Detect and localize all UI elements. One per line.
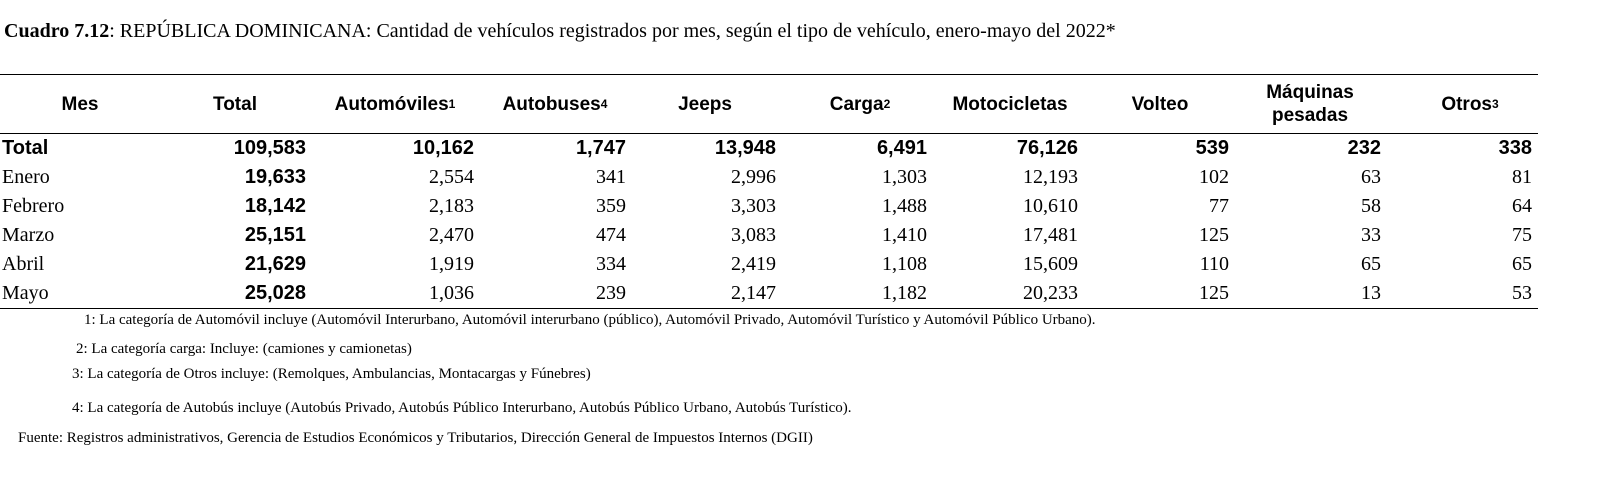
column-header-label: Máquinas pesadas <box>1266 82 1354 126</box>
column-header: Jeeps <box>650 75 760 133</box>
table-row: Enero 19,633 2,554 341 2,996 1,303 12,193 102 63… <box>0 163 1538 192</box>
month-cell: Mayo <box>2 282 49 304</box>
total-cell: 19,633 <box>244 166 306 188</box>
column-header-label: Automóviles <box>334 93 449 115</box>
value-cell: 53 <box>1512 282 1532 304</box>
month-cell: Abril <box>2 253 45 275</box>
value-cell: 102 <box>1199 166 1229 188</box>
table-row: Marzo 25,151 2,470 474 3,083 1,410 17,481 125 33… <box>0 221 1538 250</box>
value-cell: 125 <box>1199 224 1229 246</box>
value-cell: 3,303 <box>731 195 776 217</box>
value-cell: 1,108 <box>882 253 927 275</box>
table-row: Febrero 18,142 2,183 359 3,303 1,488 10,610 77 5… <box>0 192 1538 221</box>
value-cell: 474 <box>596 224 626 246</box>
column-header: Autobuses 4 <box>502 93 608 115</box>
value-cell: 2,554 <box>429 166 474 188</box>
month-cell: Enero <box>2 166 50 188</box>
value-cell: 58 <box>1361 195 1381 217</box>
value-cell: 1,410 <box>882 224 927 246</box>
footnote-4: 4: La categoría de Autobús incluye (Auto… <box>72 400 852 416</box>
total-cell: 21,629 <box>244 253 306 275</box>
value-cell: 3,083 <box>731 224 776 246</box>
column-header: Máquinas pesadas <box>1245 75 1375 133</box>
footnote-3: 3: La categoría de Otros incluye: (Remol… <box>72 366 591 382</box>
value-cell: 13,948 <box>714 137 776 159</box>
value-cell: 65 <box>1361 253 1381 275</box>
column-header-label: Jeeps <box>678 93 732 115</box>
total-row: Total 109,583 10,162 1,747 13,948 6,491 76,126… <box>0 134 1538 163</box>
total-cell: 25,151 <box>244 224 306 246</box>
value-cell: 63 <box>1361 166 1381 188</box>
value-cell: 76,126 <box>1016 137 1078 159</box>
value-cell: 338 <box>1498 137 1532 159</box>
value-cell: 77 <box>1209 195 1229 217</box>
footnote-1: 1: La categoría de Automóvil incluye (Au… <box>84 312 1096 328</box>
value-cell: 20,233 <box>1023 282 1078 304</box>
value-cell: 334 <box>596 253 626 275</box>
footnote-2: 2: La categoría carga: Incluye: (camione… <box>76 341 412 357</box>
value-cell: 81 <box>1512 166 1532 188</box>
column-header: Mes <box>30 75 130 133</box>
value-cell: 110 <box>1199 253 1229 275</box>
column-header-label: Volteo <box>1131 93 1189 115</box>
value-cell: 10,610 <box>1023 195 1078 217</box>
column-header: Carga 2 <box>829 93 891 115</box>
value-cell: 1,036 <box>429 282 474 304</box>
value-cell: 33 <box>1361 224 1381 246</box>
source-note: Fuente: Registros administrativos, Geren… <box>18 430 813 446</box>
value-cell: 1,303 <box>882 166 927 188</box>
column-header-label: Otros <box>1441 93 1492 115</box>
total-cell: 109,583 <box>233 137 306 159</box>
value-cell: 2,147 <box>731 282 776 304</box>
value-cell: 1,919 <box>429 253 474 275</box>
value-cell: 2,419 <box>731 253 776 275</box>
column-header-label: Carga <box>829 93 884 115</box>
value-cell: 359 <box>596 195 626 217</box>
column-header-label: Total <box>213 93 257 115</box>
value-cell: 2,183 <box>429 195 474 217</box>
value-cell: 239 <box>596 282 626 304</box>
value-cell: 1,747 <box>575 137 626 159</box>
value-cell: 65 <box>1512 253 1532 275</box>
value-cell: 2,470 <box>429 224 474 246</box>
month-cell: Febrero <box>2 195 65 217</box>
value-cell: 10,162 <box>412 137 474 159</box>
table-row: Abril 21,629 1,919 334 2,419 1,108 15,609 110 65… <box>0 250 1538 279</box>
value-cell: 1,182 <box>882 282 927 304</box>
value-cell: 17,481 <box>1023 224 1078 246</box>
total-cell: 25,028 <box>244 282 306 304</box>
month-cell: Total <box>2 137 49 159</box>
table-body: Total 109,583 10,162 1,747 13,948 6,491 76,126… <box>0 134 1538 308</box>
month-cell: Marzo <box>2 224 55 246</box>
vehicle-table: Mes Total Automóviles 1 Autobuses 4 Jeeps Carga… <box>0 74 1538 309</box>
total-cell: 18,142 <box>244 195 306 217</box>
table-title: Cuadro 7.12: REPÚBLICA DOMINICANA: Canti… <box>4 20 1116 43</box>
value-cell: 232 <box>1347 137 1381 159</box>
table-header-row: Mes Total Automóviles 1 Autobuses 4 Jeeps Carga… <box>0 75 1538 134</box>
value-cell: 15,609 <box>1023 253 1078 275</box>
value-cell: 13 <box>1361 282 1381 304</box>
value-cell: 12,193 <box>1023 166 1078 188</box>
column-header: Motocicletas <box>930 75 1090 133</box>
value-cell: 341 <box>596 166 626 188</box>
value-cell: 6,491 <box>876 137 927 159</box>
column-header: Otros 3 <box>1441 93 1499 115</box>
value-cell: 1,488 <box>882 195 927 217</box>
value-cell: 75 <box>1512 224 1532 246</box>
column-header: Total <box>190 75 280 133</box>
value-cell: 64 <box>1512 195 1532 217</box>
table-number: Cuadro 7.12 <box>4 20 110 42</box>
value-cell: 2,996 <box>731 166 776 188</box>
column-header-label: Motocicletas <box>952 93 1068 115</box>
value-cell: 125 <box>1199 282 1229 304</box>
table-title-text: : REPÚBLICA DOMINICANA: Cantidad de vehí… <box>109 20 1116 42</box>
table-row: Mayo 25,028 1,036 239 2,147 1,182 20,233 125 13 5… <box>0 279 1538 308</box>
column-header: Automóviles 1 <box>334 93 456 115</box>
column-header-label: Mes <box>61 93 99 115</box>
value-cell: 539 <box>1195 137 1229 159</box>
column-header: Volteo <box>1110 75 1210 133</box>
column-header-label: Autobuses <box>502 93 601 115</box>
